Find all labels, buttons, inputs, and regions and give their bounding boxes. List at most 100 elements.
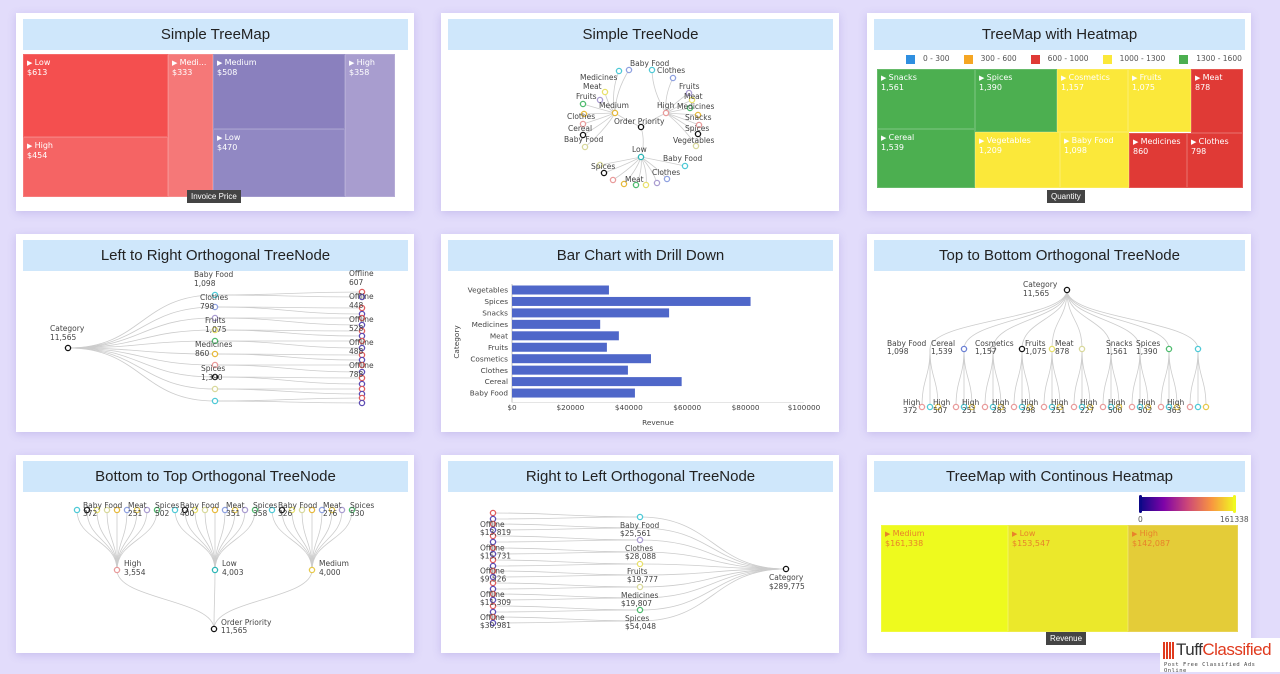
cell-value: $358 [349,68,370,77]
card-title: TreeMap with Continous Heatmap [874,461,1245,492]
legend-label: 600 - 1000 [1047,54,1089,63]
color-scale-max: 161338 [1220,515,1249,524]
cell-label: Baby Food [1064,136,1125,146]
cell-label: Meat [1195,73,1239,83]
heatmap-legend: 0 - 300 300 - 600 600 - 1000 1000 - 1300 130… [906,54,1242,64]
cell-value: $333 [172,68,193,77]
tooltip-quantity: Quantity [1047,190,1085,203]
cell-label: Cereal [881,133,971,143]
simple-treemap-cell[interactable]: High$454 [23,137,168,197]
cell-value: 1,098 [1064,146,1087,155]
legend-swatch [906,54,915,64]
continuous-treemap-cell[interactable]: High$142,087 [1128,525,1238,632]
cell-label: High [349,58,391,68]
legend-swatch [1179,54,1189,64]
cell-label: Low [1012,529,1124,539]
tuffclassified-logo: TuffClassified Post Free Classified Ads … [1160,638,1280,674]
cell-value: 1,539 [881,143,904,152]
card-title: Right to Left Orthogonal TreeNode [448,461,833,492]
cell-label: Spices [979,73,1053,83]
tooltip-invoice-price: Invoice Price [187,190,241,203]
simple-treenode-card: Simple TreeNode [441,13,839,211]
cell-label: Low [217,133,341,143]
cell-label: High [27,141,164,151]
simple-treemap-cell[interactable]: Low$613 [23,54,168,137]
color-scale-min-handle[interactable] [1139,495,1142,513]
cell-label: Medi... [172,58,209,68]
logo-bars-icon [1163,642,1175,659]
cell-value: $454 [27,151,48,160]
tooltip-revenue: Revenue [1046,632,1087,645]
card-title: Simple TreeNode [448,19,833,50]
cell-value: 1,561 [881,83,904,92]
ttb-tree-card: Top to Bottom Orthogonal TreeNode [867,234,1251,432]
ltr-tree-card: Left to Right Orthogonal TreeNode [16,234,414,432]
simple-treemap-cell[interactable]: Low$470 [213,129,345,197]
simple-treemap-cell[interactable]: High$358 [345,54,395,197]
continuous-treemap-cell[interactable]: Medium$161,338 [881,525,1008,632]
legend-swatch [1102,54,1112,64]
cell-label: High [1132,529,1234,539]
legend-item[interactable]: 1300 - 1600 [1179,54,1242,64]
card-title: Bottom to Top Orthogonal TreeNode [23,461,408,492]
cell-label: Snacks [881,73,971,83]
continuous-treemap-cell[interactable]: Low$153,547 [1008,525,1128,632]
card-title: TreeMap with Heatmap [874,19,1245,50]
legend-swatch [1030,54,1040,64]
color-scale-min: 0 [1138,515,1143,524]
cell-value: $613 [27,68,48,77]
legend-label: 300 - 600 [980,54,1017,63]
card-title: Bar Chart with Drill Down [448,240,833,271]
cell-label: Low [27,58,164,68]
cell-value: 1,209 [979,146,1002,155]
card-title: Simple TreeMap [23,19,408,50]
color-scale-bar[interactable] [1140,497,1235,511]
legend-item[interactable]: 600 - 1000 [1030,54,1089,64]
cell-label: Fruits [1132,73,1187,83]
legend-item[interactable]: 0 - 300 [906,54,950,64]
cell-value: 860 [1133,147,1149,156]
cell-label: Vegetables [979,136,1056,146]
legend-label: 0 - 300 [923,54,950,63]
cell-value: 1,390 [979,83,1002,92]
legend-label: 1300 - 1600 [1196,54,1242,63]
cell-value: 1,075 [1132,83,1155,92]
color-scale-max-handle[interactable] [1233,495,1236,513]
card-title: Top to Bottom Orthogonal TreeNode [874,240,1245,271]
cell-label: Clothes [1191,137,1239,147]
btt-tree-card: Bottom to Top Orthogonal TreeNode [16,455,414,653]
legend-swatch [963,54,973,64]
legend-label: 1000 - 1300 [1119,54,1166,63]
rtl-tree-card: Right to Left Orthogonal TreeNode [441,455,839,653]
cell-value: $161,338 [885,539,924,548]
bar-chart-card: Bar Chart with Drill Down [441,234,839,432]
legend-item[interactable]: 300 - 600 [963,54,1017,64]
cell-value: 1,157 [1061,83,1084,92]
cell-value: $508 [217,68,238,77]
card-title: Left to Right Orthogonal TreeNode [23,240,408,271]
cell-value: 798 [1191,147,1207,156]
logo-name: TuffClassified [1176,640,1272,659]
cell-value: $470 [217,143,238,152]
cell-value: $142,087 [1132,539,1171,548]
cell-label: Medium [885,529,1004,539]
cell-value: 878 [1195,83,1211,92]
cell-label: Cosmetics [1061,73,1124,83]
cell-value: $153,547 [1012,539,1051,548]
simple-treemap-cell[interactable]: Medi...$333 [168,54,213,197]
logo-tagline: Post Free Classified Ads Online [1164,662,1256,674]
cell-label: Medium [217,58,341,68]
cell-label: Medicines [1133,137,1183,147]
legend-item[interactable]: 1000 - 1300 [1102,54,1166,64]
simple-treemap-cell[interactable]: Medium$508 [213,54,345,129]
